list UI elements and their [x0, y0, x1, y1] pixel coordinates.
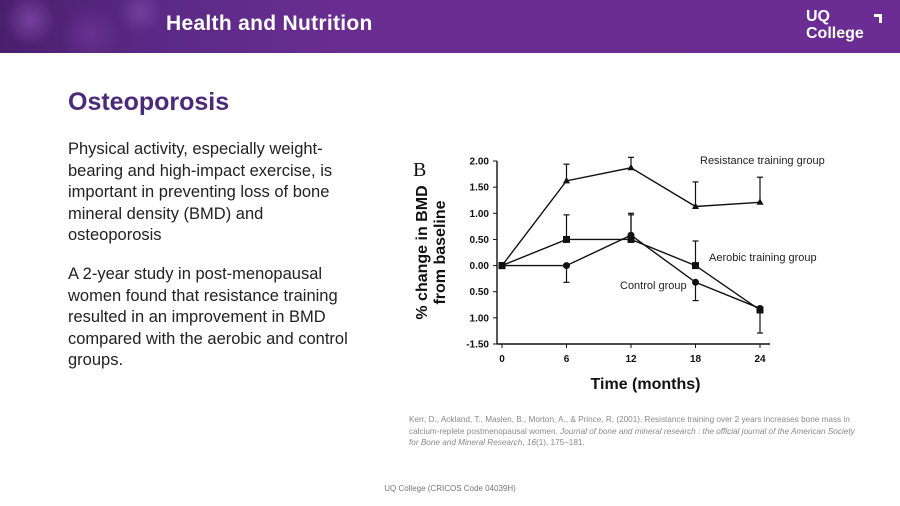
x-axis-title: Time (months) [591, 376, 701, 393]
y-tick-label: 1.00 [470, 313, 490, 324]
footer-cricos: UQ College (CRICOS Code 04039H) [384, 484, 516, 493]
x-tick-label: 24 [754, 354, 766, 365]
series-line-square [501, 238, 761, 311]
x-tick-label: 0 [499, 354, 505, 365]
data-point-circle [627, 231, 635, 239]
data-point-triangle [563, 176, 570, 184]
header-banner: Health and Nutrition UQ College [0, 0, 900, 53]
data-point-circle [692, 278, 699, 286]
y-tick-label: 0.50 [470, 235, 490, 246]
citation-journal: Journal of bone and mineral research : t… [409, 426, 855, 448]
panel-label: B [413, 159, 426, 181]
y-tick-label: 1.50 [470, 183, 490, 194]
data-point-triangle [692, 202, 699, 209]
logo-college-text: College [806, 25, 864, 42]
citation-sep: , [522, 438, 527, 447]
slide-title: Osteoporosis [68, 88, 230, 116]
citation-volume: 16 [526, 438, 536, 447]
y-tick-label: 0.00 [470, 261, 490, 272]
y-tick-label: 0.50 [470, 287, 490, 298]
citation-pages: (1), 175–181. [536, 438, 585, 447]
bmd-line-chart: B 2.00 1.50 1.00 0.50 0.00 0.50 1.00 -1.50 0 6 12 18… [413, 155, 825, 393]
y-axis-title-line2: from baseline [432, 200, 449, 304]
paragraph-physical-activity: Physical activity, especially weight-bea… [68, 140, 333, 244]
data-point-square [692, 262, 699, 270]
data-point-circle [563, 262, 570, 270]
banner-title: Health and Nutrition [166, 12, 373, 35]
x-tick-label: 18 [690, 354, 702, 365]
citation: Kerr, D., Ackland, T., Maslen, B., Morto… [409, 414, 859, 449]
data-point-origin [498, 262, 506, 270]
logo-corner-mark-icon [872, 14, 882, 26]
data-point-square [563, 235, 570, 243]
x-tick-label: 6 [564, 354, 570, 365]
data-point-triangle [627, 163, 635, 171]
y-tick-label: -1.50 [466, 340, 489, 351]
logo-uq-text: UQ [806, 8, 830, 25]
uq-college-logo: UQ College [806, 8, 882, 42]
banner-flower-image [0, 0, 160, 53]
y-tick-label: 2.00 [470, 157, 490, 168]
data-point-triangle [756, 198, 764, 205]
x-tick-label: 12 [625, 354, 637, 365]
data-point-square [627, 235, 635, 243]
y-tick-label: 1.00 [470, 209, 490, 220]
series-label-0: Resistance training group [700, 155, 825, 167]
series-line-circle [502, 234, 761, 310]
series-label-2: Control group [620, 280, 687, 292]
data-point-circle [756, 304, 764, 312]
y-axis-title-line1: % change in BMD [414, 185, 431, 319]
paragraph-study-summary: A 2-year study in post-menopausal women … [68, 265, 348, 369]
citation-authors-title: Kerr, D., Ackland, T., Maslen, B., Morto… [409, 415, 850, 436]
series-label-1: Aerobic training group [709, 252, 817, 264]
